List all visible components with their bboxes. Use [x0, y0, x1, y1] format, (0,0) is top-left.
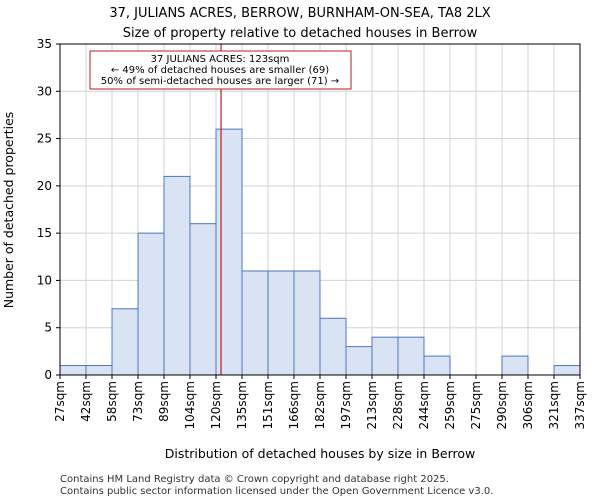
x-tick-label: 244sqm	[417, 381, 431, 429]
bar	[85, 365, 113, 376]
bar	[111, 308, 139, 376]
y-tick-label: 15	[37, 226, 52, 240]
annotation-box: 37 JULIANS ACRES: 123sqm ← 49% of detach…	[89, 50, 352, 90]
bar	[241, 270, 269, 376]
footer-line1: Contains HM Land Registry data © Crown c…	[60, 474, 449, 485]
annotation-line2: ← 49% of detached houses are smaller (69…	[111, 65, 329, 76]
bar	[553, 365, 581, 376]
x-tick-label: 182sqm	[313, 381, 327, 429]
bar	[59, 365, 87, 376]
x-tick-label: 73sqm	[131, 381, 145, 422]
x-tick-labels: 27sqm 42sqm 58sqm 73sqm 89sqm 104sqm 120sqm 135…	[53, 375, 587, 429]
x-tick-label: 306sqm	[521, 381, 535, 429]
bar	[293, 270, 321, 376]
y-tick-label: 35	[37, 37, 52, 51]
bar	[397, 336, 425, 376]
x-tick-label: 259sqm	[443, 381, 457, 429]
x-tick-label: 213sqm	[365, 381, 379, 429]
bar	[345, 346, 373, 376]
bar	[215, 128, 243, 376]
y-tick-label: 5	[44, 321, 52, 335]
bar	[267, 270, 295, 376]
bar	[371, 336, 399, 376]
x-tick-label: 42sqm	[79, 381, 93, 422]
y-tick-label: 0	[44, 368, 52, 382]
y-tick-labels: 0 5 10 15 20 25 30 35	[37, 37, 60, 382]
bar	[163, 175, 191, 376]
y-tick-label: 10	[37, 273, 52, 287]
annotation-line3: 50% of semi-detached houses are larger (…	[101, 76, 339, 87]
x-tick-label: 89sqm	[157, 381, 171, 422]
annotation-line1: 37 JULIANS ACRES: 123sqm	[151, 54, 290, 65]
x-tick-label: 228sqm	[391, 381, 405, 429]
x-tick-label: 120sqm	[209, 381, 223, 429]
bar	[501, 355, 529, 376]
x-tick-label: 290sqm	[495, 381, 509, 429]
y-tick-label: 20	[37, 179, 52, 193]
x-axis-label: Distribution of detached houses by size …	[165, 446, 476, 461]
x-tick-label: 166sqm	[287, 381, 301, 429]
bar	[137, 232, 165, 376]
x-tick-label: 58sqm	[105, 381, 119, 422]
x-tick-label: 337sqm	[573, 381, 587, 429]
x-tick-label: 27sqm	[53, 381, 67, 422]
bar	[319, 317, 347, 376]
x-tick-label: 275sqm	[469, 381, 483, 429]
x-tick-label: 151sqm	[261, 381, 275, 429]
chart-title-line1: 37, JULIANS ACRES, BERROW, BURNHAM-ON-SE…	[109, 6, 490, 21]
bars	[59, 128, 581, 376]
y-tick-label: 25	[37, 132, 52, 146]
footer-line2: Contains public sector information licen…	[60, 486, 493, 497]
y-tick-label: 30	[37, 84, 52, 98]
x-tick-label: 197sqm	[339, 381, 353, 429]
x-tick-label: 321sqm	[547, 381, 561, 429]
y-axis-label: Number of detached properties	[1, 112, 16, 309]
chart-title-line2: Size of property relative to detached ho…	[123, 26, 478, 41]
bar	[423, 355, 451, 376]
x-tick-label: 104sqm	[183, 381, 197, 429]
bar	[189, 223, 217, 376]
x-tick-label: 135sqm	[235, 381, 249, 429]
